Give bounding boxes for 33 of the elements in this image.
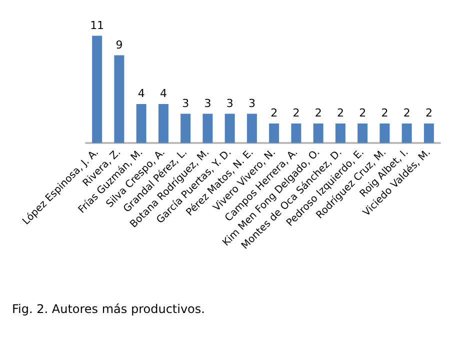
bar (335, 124, 346, 143)
bar (246, 114, 257, 143)
data-label: 2 (314, 106, 322, 120)
data-label: 3 (248, 96, 256, 110)
data-label: 2 (336, 106, 344, 120)
data-label: 2 (270, 106, 278, 120)
bar (402, 124, 412, 143)
bar (114, 55, 124, 143)
data-label: 2 (403, 106, 410, 120)
bar (158, 104, 168, 143)
data-label: 3 (182, 96, 190, 110)
bar (180, 114, 191, 143)
data-label: 4 (138, 87, 145, 100)
bar (358, 124, 368, 143)
bar (380, 124, 390, 143)
data-label: 9 (116, 38, 123, 52)
data-label: 2 (292, 106, 300, 120)
bar (92, 36, 102, 143)
bar (291, 124, 302, 143)
bar (269, 124, 280, 143)
caption: Fig. 2. Autores más productivos. (12, 302, 205, 316)
data-label: 2 (381, 106, 388, 120)
data-label: 3 (204, 96, 212, 110)
data-label: 3 (226, 96, 234, 110)
bar (224, 114, 235, 143)
data-label: 4 (160, 87, 167, 100)
data-label: 2 (425, 106, 432, 120)
bar (424, 124, 434, 143)
bar (313, 124, 324, 143)
data-label: 11 (90, 18, 104, 32)
bar (202, 114, 213, 143)
data-label: 2 (359, 106, 366, 120)
bar (136, 104, 146, 143)
